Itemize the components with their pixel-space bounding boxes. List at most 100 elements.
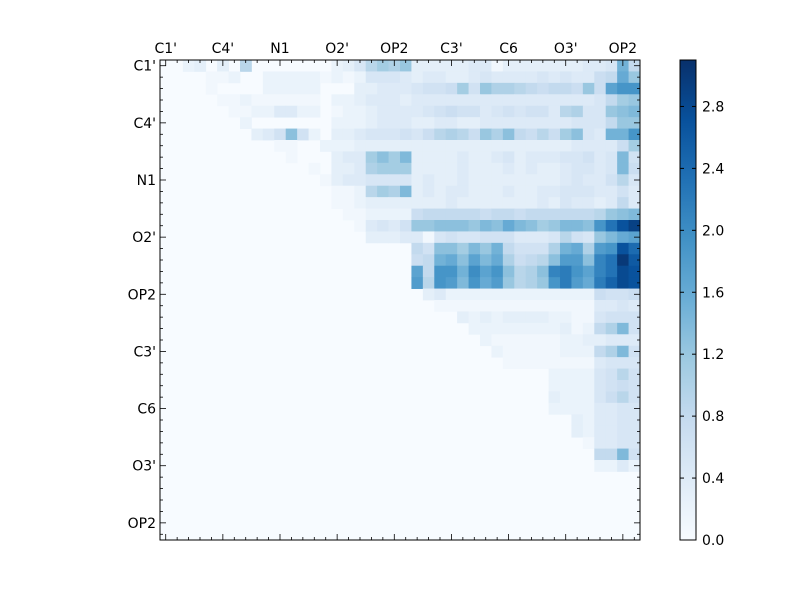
heatmap-cell (594, 334, 607, 347)
heatmap-cell (434, 140, 447, 152)
heatmap-cell (571, 265, 584, 278)
y-tick-label: C6 (137, 402, 156, 418)
heatmap-cell (285, 128, 298, 141)
heatmap-cell (411, 128, 424, 141)
heatmap-cell (537, 220, 549, 232)
heatmap-cell (354, 128, 367, 141)
heatmap-cell (422, 60, 435, 72)
heatmap-cell (571, 197, 584, 209)
heatmap-cell (617, 220, 629, 232)
heatmap-cell (491, 254, 504, 267)
heatmap-cell (571, 151, 584, 164)
heatmap-cell (480, 140, 492, 152)
heatmap-cell (582, 71, 595, 84)
heatmap-cell (605, 140, 618, 152)
heatmap-cell (217, 94, 229, 107)
heatmap-cell (400, 140, 412, 152)
heatmap-cell (582, 277, 595, 289)
heatmap-cell (445, 128, 458, 141)
heatmap-cell (537, 357, 549, 369)
heatmap-cell (628, 265, 641, 278)
heatmap-cell (297, 71, 309, 84)
heatmap-cell (571, 322, 584, 335)
heatmap-cell (560, 151, 572, 164)
heatmap-cell (240, 60, 252, 72)
heatmap-cell (537, 265, 549, 278)
heatmap-cell (582, 94, 595, 107)
heatmap-cell (457, 151, 469, 164)
heatmap-cell (434, 185, 447, 198)
heatmap-cell (605, 220, 618, 232)
heatmap-cell (411, 151, 424, 164)
heatmap-cell (537, 140, 549, 152)
heatmap-cell (457, 117, 469, 129)
heatmap-cell (480, 311, 492, 324)
colorbar-tick-label: 0.4 (702, 471, 724, 487)
heatmap-cell (422, 94, 435, 107)
heatmap-cell (582, 368, 595, 381)
heatmap-cell (445, 208, 458, 221)
heatmap-cell (468, 220, 481, 232)
heatmap-cell (400, 71, 412, 84)
heatmap-cell (457, 94, 469, 107)
heatmap-cell (411, 140, 424, 152)
heatmap-cell (594, 265, 607, 278)
heatmap-cell (457, 162, 469, 175)
heatmap-cell (434, 231, 447, 244)
heatmap-cell (491, 277, 504, 289)
heatmap-cell (422, 105, 435, 118)
heatmap-cell (582, 402, 595, 415)
heatmap-cell (571, 402, 584, 415)
heatmap-cell (342, 197, 355, 209)
heatmap-cell (548, 254, 561, 267)
heatmap-cell (480, 242, 492, 255)
heatmap-cell (411, 220, 424, 232)
heatmap-cell (468, 277, 481, 289)
heatmap-cell (537, 162, 549, 175)
heatmap-cell (548, 391, 561, 404)
heatmap-cell (445, 242, 458, 255)
heatmap-cell (491, 140, 504, 152)
heatmap-cell (400, 94, 412, 107)
heatmap-cell (628, 162, 641, 175)
heatmap-cell (354, 82, 367, 95)
heatmap-cell (377, 208, 389, 221)
heatmap-cell (491, 82, 504, 95)
heatmap-cell (548, 151, 561, 164)
heatmap-cell (628, 300, 641, 312)
heatmap-cell (205, 71, 218, 84)
heatmap-cell (548, 162, 561, 175)
heatmap-cell (514, 231, 527, 244)
heatmap-cell (502, 208, 515, 221)
heatmap-cell (468, 140, 481, 152)
heatmap-cell (548, 94, 561, 107)
heatmap-cell (331, 94, 344, 107)
heatmap-cell (525, 357, 538, 369)
heatmap-cell (491, 322, 504, 335)
heatmap-cell (514, 140, 527, 152)
heatmap-cell (468, 322, 481, 335)
heatmap-cell (445, 71, 458, 84)
heatmap-cell (400, 185, 412, 198)
heatmap-cell (617, 402, 629, 415)
heatmap-cell (628, 151, 641, 164)
heatmap-cell (411, 197, 424, 209)
heatmap-cell (548, 197, 561, 209)
heatmap-cell (331, 128, 344, 141)
heatmap-cell (617, 311, 629, 324)
heatmap-cell (297, 105, 309, 118)
heatmap-cell (445, 197, 458, 209)
heatmap-cell (548, 368, 561, 381)
heatmap-cell (594, 460, 607, 472)
heatmap-cell (582, 322, 595, 335)
heatmap-cell (445, 254, 458, 267)
heatmap-cell (354, 185, 367, 198)
heatmap-cell (240, 105, 252, 118)
heatmap-cell (617, 197, 629, 209)
heatmap-cell (354, 197, 367, 209)
heatmap-cell (342, 105, 355, 118)
heatmap-cell (365, 71, 378, 84)
heatmap-cell (617, 357, 629, 369)
heatmap-cell (571, 242, 584, 255)
heatmap-cell (411, 82, 424, 95)
